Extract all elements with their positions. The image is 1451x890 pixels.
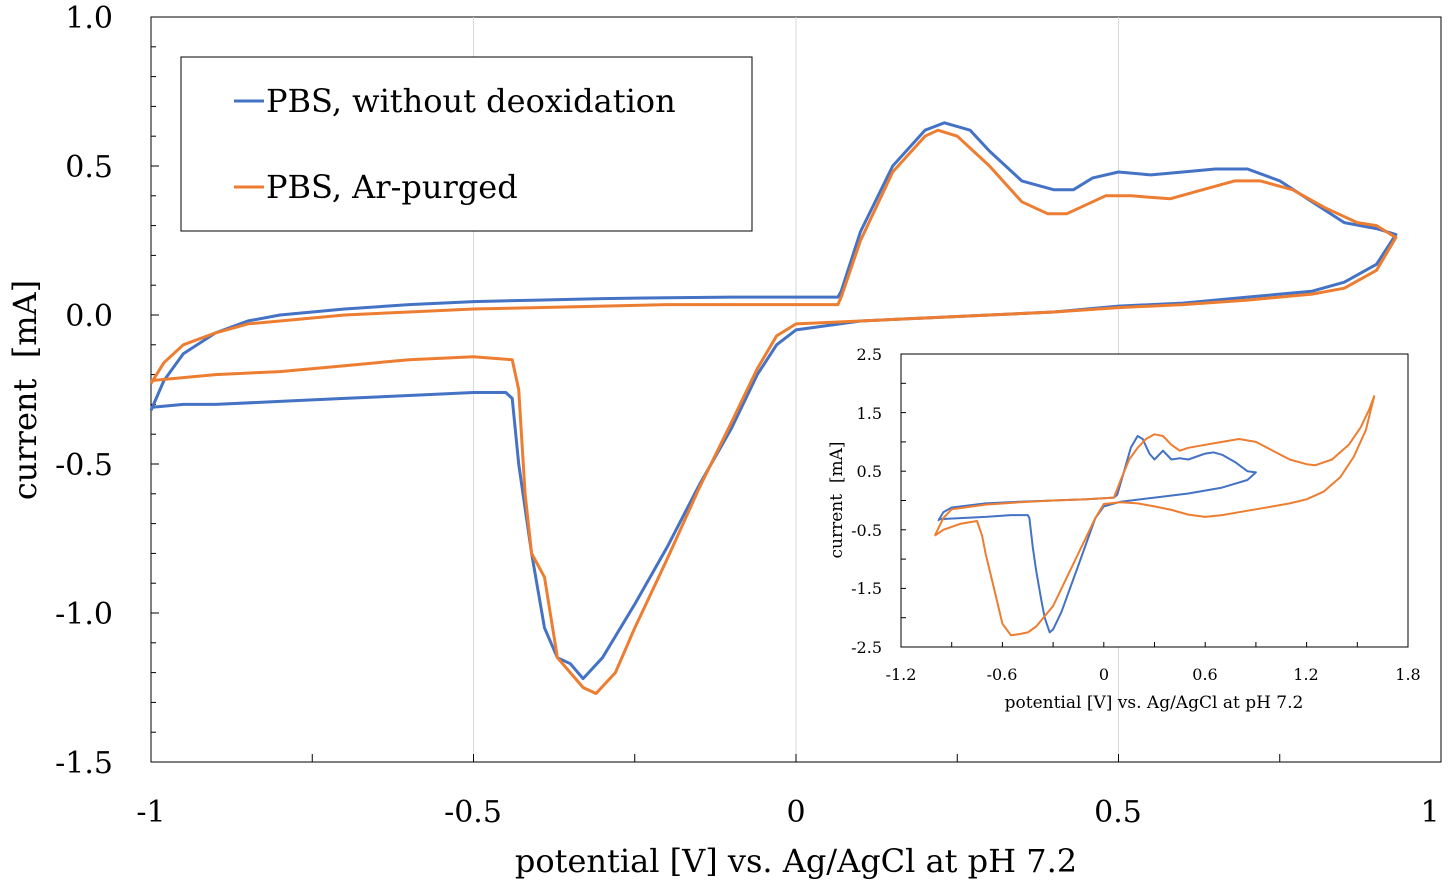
y-tick-label: 0.5 — [65, 150, 113, 185]
y-tick-label: -1.5 — [55, 746, 113, 781]
x-tick-label: -1 — [136, 795, 165, 830]
inset-plot-frame — [900, 353, 1409, 648]
main-series — [149, 121, 1398, 695]
y-axis-title: current [mA] — [6, 280, 44, 500]
y-tick-label: 0.0 — [65, 299, 113, 334]
legend: PBS, without deoxidation PBS, Ar-purged — [180, 56, 753, 232]
inset-plot: 2.5 1.5 0.5 -0.5 -1.5 -2.5 -1.2 -0.6 0 0… — [827, 345, 1421, 713]
inset-x-tick-label: 0 — [1099, 665, 1109, 684]
inset-y-axis-title: current [mA] — [827, 441, 847, 558]
x-tick-label: 1 — [1420, 795, 1439, 830]
legend-label: PBS, Ar-purged — [266, 168, 518, 206]
series-line-0 — [149, 121, 1398, 681]
series-line-1 — [149, 128, 1398, 695]
inset-x-tick-label: 1.8 — [1395, 665, 1420, 684]
x-tick-label: 0.5 — [1094, 795, 1142, 830]
y-tick-label: -1.0 — [55, 597, 113, 632]
y-tick-label: 1.0 — [65, 1, 113, 36]
inset-series-line-1 — [933, 395, 1376, 637]
legend-label: PBS, without deoxidation — [266, 82, 676, 120]
y-tick-label: -0.5 — [55, 448, 113, 483]
legend-box — [180, 56, 753, 232]
inset-x-tick-label: -1.2 — [886, 665, 917, 684]
inset-ticks — [900, 353, 1409, 648]
x-axis-title: potential [V] vs. Ag/AgCl at pH 7.2 — [515, 842, 1077, 880]
inset-y-tick-label: -2.5 — [851, 638, 882, 657]
inset-y-tick-label: -0.5 — [851, 521, 882, 540]
inset-x-tick-label: 0.6 — [1192, 665, 1217, 684]
inset-x-axis-title: potential [V] vs. Ag/AgCl at pH 7.2 — [1005, 693, 1304, 713]
x-tick-label: -0.5 — [444, 795, 502, 830]
inset-y-tick-label: -1.5 — [851, 579, 882, 598]
inset-y-tick-label: 0.5 — [857, 462, 882, 481]
main-minor-ticks — [150, 16, 1442, 763]
inset-series-line-0 — [937, 435, 1257, 634]
inset-series — [933, 395, 1376, 637]
inset-y-tick-label: 2.5 — [857, 345, 882, 364]
inset-x-tick-label: -0.6 — [987, 665, 1018, 684]
inset-x-tick-label: 1.2 — [1293, 665, 1318, 684]
x-tick-label: 0 — [786, 795, 805, 830]
inset-y-tick-label: 1.5 — [857, 404, 882, 423]
